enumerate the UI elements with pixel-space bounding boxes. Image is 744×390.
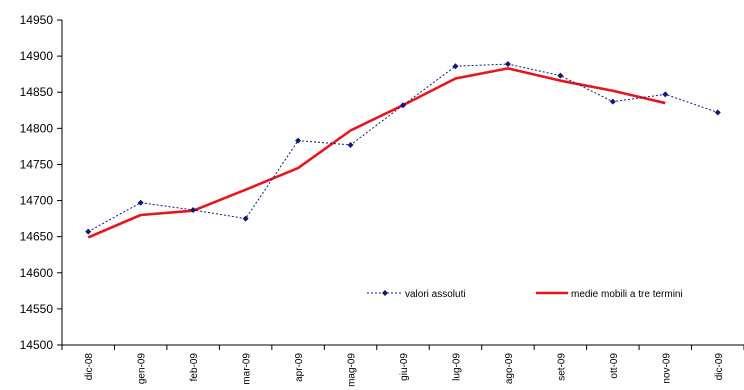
data-point-valori-assoluti <box>714 109 721 116</box>
data-point-valori-assoluti <box>347 141 354 148</box>
x-tick-label: mag-09 <box>347 353 358 387</box>
data-point-valori-assoluti <box>400 102 406 109</box>
data-point-valori-assoluti <box>557 72 564 79</box>
x-tick-label: ago-09 <box>504 353 515 385</box>
y-tick-label: 14800 <box>20 121 54 135</box>
y-tick-label: 14550 <box>20 302 54 316</box>
legend-marker-valori-assoluti <box>382 290 388 296</box>
data-point-valori-assoluti <box>190 206 197 213</box>
data-point-valori-assoluti <box>504 61 511 68</box>
data-point-valori-assoluti <box>452 63 459 70</box>
y-tick-label: 14900 <box>20 49 54 63</box>
y-tick-label: 14850 <box>20 85 54 99</box>
y-tick-label: 14950 <box>20 13 54 27</box>
x-tick-label: nov-09 <box>661 353 672 384</box>
x-axis-ticks: dic-08 gen-09 feb-09 mar-09 apr-09 mag-09 giu-… <box>61 345 744 387</box>
y-tick-label: 14650 <box>20 230 54 244</box>
series-line-medie-mobili <box>87 67 666 239</box>
data-point-valori-assoluti <box>85 228 92 235</box>
legend-label-valori-assoluti: valori assoluti <box>405 289 466 300</box>
x-tick-label: ott-09 <box>609 353 620 379</box>
x-tick-label: lug-09 <box>451 353 462 381</box>
legend-label-medie-mobili: medie mobili a tre termini <box>571 289 683 300</box>
chart-axes <box>61 20 744 346</box>
series-line-valori-assoluti <box>87 63 718 233</box>
data-point-valori-assoluti <box>662 91 669 98</box>
x-tick-label: giu-09 <box>399 353 410 381</box>
data-point-valori-assoluti <box>609 98 616 105</box>
x-tick-label: dic-09 <box>714 353 725 381</box>
y-tick-label: 14750 <box>20 157 54 171</box>
x-tick-label: apr-09 <box>294 353 305 382</box>
data-point-valori-assoluti <box>242 215 249 222</box>
y-tick-label: 14500 <box>20 338 54 352</box>
x-tick-label: gen-09 <box>137 353 148 385</box>
y-axis-ticks: 14500 14550 14600 14650 14700 14750 14800 14850… <box>20 13 62 352</box>
x-tick-label: dic-08 <box>84 353 95 381</box>
data-point-valori-assoluti <box>137 199 144 206</box>
chart-series <box>85 61 721 239</box>
chart-legend: valori assoluti medie mobili a tre termin… <box>367 289 683 300</box>
data-point-valori-assoluti <box>295 137 302 144</box>
x-tick-label: feb-09 <box>189 353 200 382</box>
y-tick-label: 14700 <box>20 194 54 208</box>
y-tick-label: 14600 <box>20 266 54 280</box>
x-tick-label: set-09 <box>556 353 567 381</box>
x-tick-label: mar-09 <box>242 353 253 385</box>
